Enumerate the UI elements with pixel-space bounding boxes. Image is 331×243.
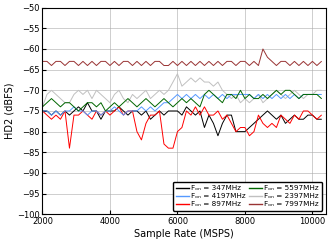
Y-axis label: HD2 (dBFS): HD2 (dBFS) (4, 83, 14, 139)
Legend: Fₒₙ = 347MHz, Fₒₙ = 4197MHz, Fₒₙ = 897MHz, Fₒₙ = 5597MHz, Fₒₙ = 2397MHz, Fₒₙ = 7: Fₒₙ = 347MHz, Fₒₙ = 4197MHz, Fₒₙ = 897MH… (173, 182, 322, 211)
X-axis label: Sample Rate (MSPS): Sample Rate (MSPS) (134, 229, 234, 239)
